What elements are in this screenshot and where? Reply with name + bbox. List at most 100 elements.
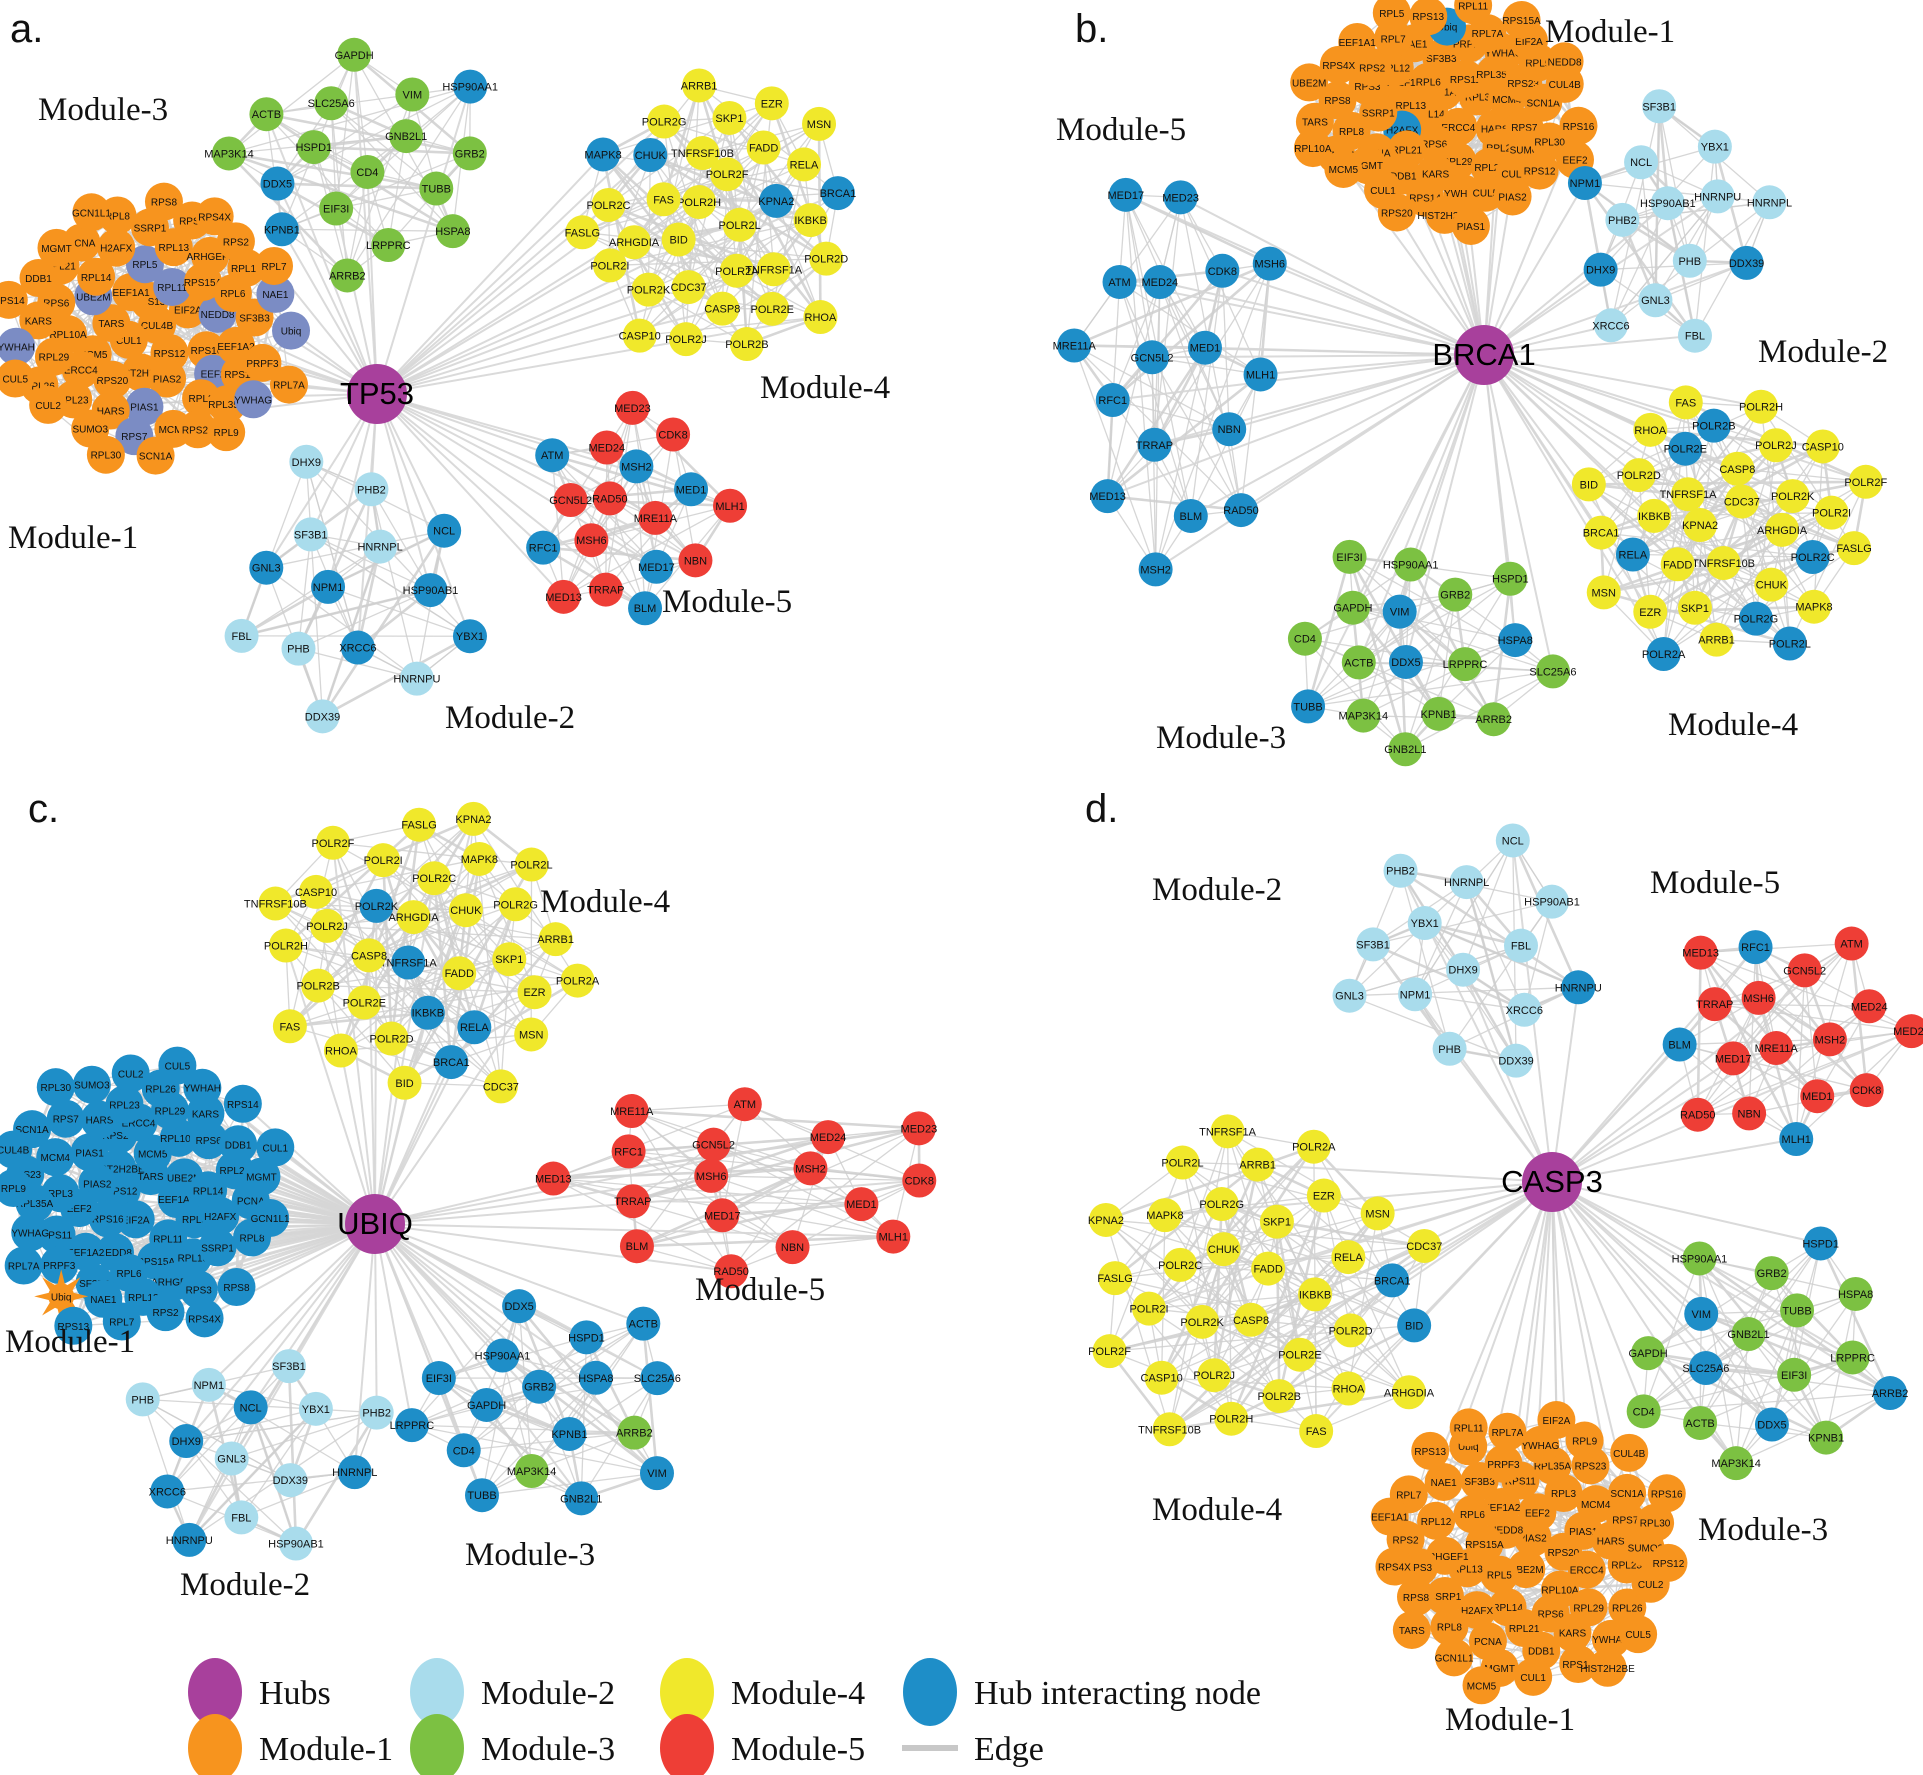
- node-label: ACTB: [629, 1319, 658, 1331]
- node-label: CUL1: [1370, 186, 1396, 197]
- node-label: SCN1A: [15, 1125, 49, 1136]
- hub-edge: [1483, 354, 1512, 579]
- node-label: DHX9: [1586, 265, 1615, 277]
- edge: [609, 498, 646, 609]
- node-label: HSPA8: [435, 226, 470, 238]
- node-label: CDC37: [483, 1081, 519, 1093]
- network-node: [1306, 1178, 1341, 1213]
- network-node: [224, 618, 259, 653]
- node-label: RPL3: [48, 1189, 73, 1200]
- node-label: RPS6: [1421, 139, 1448, 150]
- edge: [1159, 281, 1242, 511]
- node-label: ATM: [734, 1099, 756, 1111]
- node-label: ARHGDIA: [1757, 525, 1808, 537]
- edge: [1804, 970, 1818, 1097]
- node-label: RPL9: [1525, 59, 1550, 70]
- node-label: MCM4: [1581, 1500, 1611, 1511]
- node-label: RPL6: [116, 1269, 141, 1280]
- network-node: [249, 550, 284, 585]
- panel-c: TNFRSF1A ARHGDIA FADD CASP8 CHUK IKBKB POLR2K S…: [0, 787, 937, 1603]
- edge: [1424, 922, 1517, 1062]
- node-label: GNL3: [1641, 295, 1670, 307]
- node-label: KPNA2: [1088, 1215, 1124, 1227]
- hub-edge: [374, 1223, 583, 1499]
- network-node: [705, 1198, 740, 1233]
- node-label: POLR2A: [556, 976, 600, 988]
- network-node: [756, 252, 791, 287]
- network-node: [1144, 1360, 1179, 1395]
- node-label: FADD: [1663, 559, 1692, 571]
- node-label: RPL3: [189, 394, 214, 405]
- module-label: Module-4: [760, 370, 890, 406]
- node-label: RPL10A: [1294, 144, 1332, 155]
- node-label: MRE11A: [610, 1106, 654, 1118]
- network-node: [1388, 732, 1423, 767]
- network-node: [1795, 539, 1830, 574]
- node-label: SSRP1: [1362, 109, 1395, 120]
- legend-swatch-hubs: [188, 1658, 242, 1726]
- network-node: [1090, 479, 1125, 514]
- node-label: IKBKB: [1638, 511, 1670, 523]
- node-label: POLR2B: [1258, 1391, 1301, 1403]
- node-label: MCM5: [1329, 165, 1359, 176]
- node-label: GAPDH: [467, 1400, 506, 1412]
- node-label: LRPPRC: [390, 1420, 435, 1432]
- node-label: RELA: [790, 159, 819, 171]
- edge: [1610, 202, 1669, 326]
- network-node: [272, 311, 311, 350]
- node-label: DHX9: [172, 1436, 201, 1448]
- node-label: CDK8: [658, 429, 687, 441]
- node-label: HSPD1: [1492, 574, 1529, 586]
- network-node: [260, 166, 295, 201]
- hub-edge: [1228, 354, 1485, 431]
- node-label: MED23: [614, 403, 651, 415]
- node-label: RPL8: [105, 211, 130, 222]
- network-node: [611, 1134, 646, 1169]
- edge: [481, 1386, 540, 1496]
- network-node: [0, 359, 35, 398]
- node-label: PHB: [1678, 256, 1701, 268]
- network-node: [759, 183, 794, 218]
- node-label: NCL: [240, 1402, 262, 1414]
- module-label: Module-2: [180, 1567, 310, 1603]
- hub-edge: [1307, 354, 1485, 707]
- network-node: [1299, 1414, 1334, 1449]
- network-node: [272, 1009, 307, 1044]
- network-node: [626, 1306, 661, 1341]
- node-label: ACTB: [1685, 1418, 1714, 1430]
- network-node: [413, 573, 448, 608]
- network-node: [319, 191, 354, 226]
- hub-edge: [376, 393, 657, 568]
- panel-d-nodes: DHX9 YBX1 FBL NPM1 HNRNPL XRCC6 SF3B1 HSP90AB1 P…: [1088, 823, 1923, 1705]
- network-node: [1484, 1444, 1523, 1483]
- network-node: [399, 661, 434, 696]
- node-label: SF3B1: [1356, 939, 1390, 951]
- network-node: [394, 1408, 429, 1443]
- node-label: RPL23: [58, 395, 89, 406]
- network-node: [1662, 1027, 1697, 1062]
- node-label: CDK8: [1208, 266, 1237, 278]
- node-label: RPL5: [132, 260, 157, 271]
- network-node: [809, 241, 844, 276]
- node-label: H2AFX: [204, 1212, 237, 1223]
- edge: [1221, 1203, 1350, 1389]
- edge: [1307, 594, 1456, 707]
- network-node: [1835, 1340, 1870, 1375]
- panel-c-labels: Module-4 Module-1 Module-5 Module-2 Module-3…: [5, 787, 825, 1603]
- node-label: IKBKB: [1299, 1289, 1331, 1301]
- network-node: [1680, 1097, 1715, 1132]
- network-node: [1697, 987, 1732, 1022]
- edge: [1363, 639, 1516, 717]
- node-label: RPL12: [1421, 1517, 1452, 1528]
- edge: [631, 407, 658, 567]
- node-label: MGMT: [1484, 1664, 1515, 1675]
- module-label: Module-4: [1668, 707, 1798, 743]
- network-node: [1137, 427, 1172, 462]
- node-label: ARHGEF1: [1421, 1552, 1469, 1563]
- node-label: RPL21: [1392, 145, 1423, 156]
- hub-edge: [374, 1223, 732, 1273]
- network-node: [1576, 1485, 1615, 1524]
- node-label: MCM5: [1467, 1681, 1497, 1692]
- network-node: [565, 215, 600, 250]
